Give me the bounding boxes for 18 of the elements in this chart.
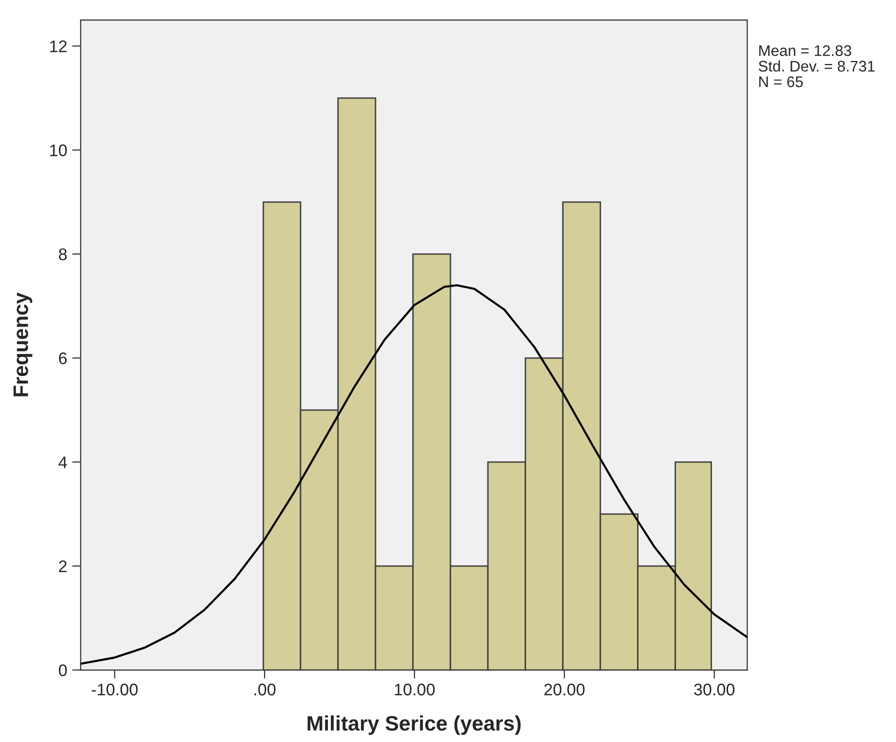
y-tick-label: 6	[59, 352, 67, 364]
y-tick-label: 10	[50, 144, 67, 156]
x-tick-label: 10.00	[394, 684, 435, 696]
line-series	[80, 284, 748, 665]
y-tick-label: 12	[50, 40, 67, 52]
x-axis-title: Military Serice (years)	[308, 715, 521, 735]
y-tick-label: 8	[58, 248, 67, 260]
x-tick-label: .00	[254, 684, 276, 696]
y-tick-label: 2	[59, 560, 67, 572]
text: N = 65	[759, 76, 803, 88]
x-tick-label: 30.00	[694, 684, 734, 696]
y-tick-label: 0	[58, 664, 67, 676]
text: Mean = 12.83	[759, 45, 852, 56]
text: Std. Dev. = 8.731	[758, 60, 875, 72]
y-axis-title: Frequency	[14, 292, 32, 396]
y-tick-label: 4	[58, 456, 67, 468]
x-tick-label: -10.00	[92, 684, 138, 696]
x-tick-label: 20.00	[544, 684, 585, 696]
